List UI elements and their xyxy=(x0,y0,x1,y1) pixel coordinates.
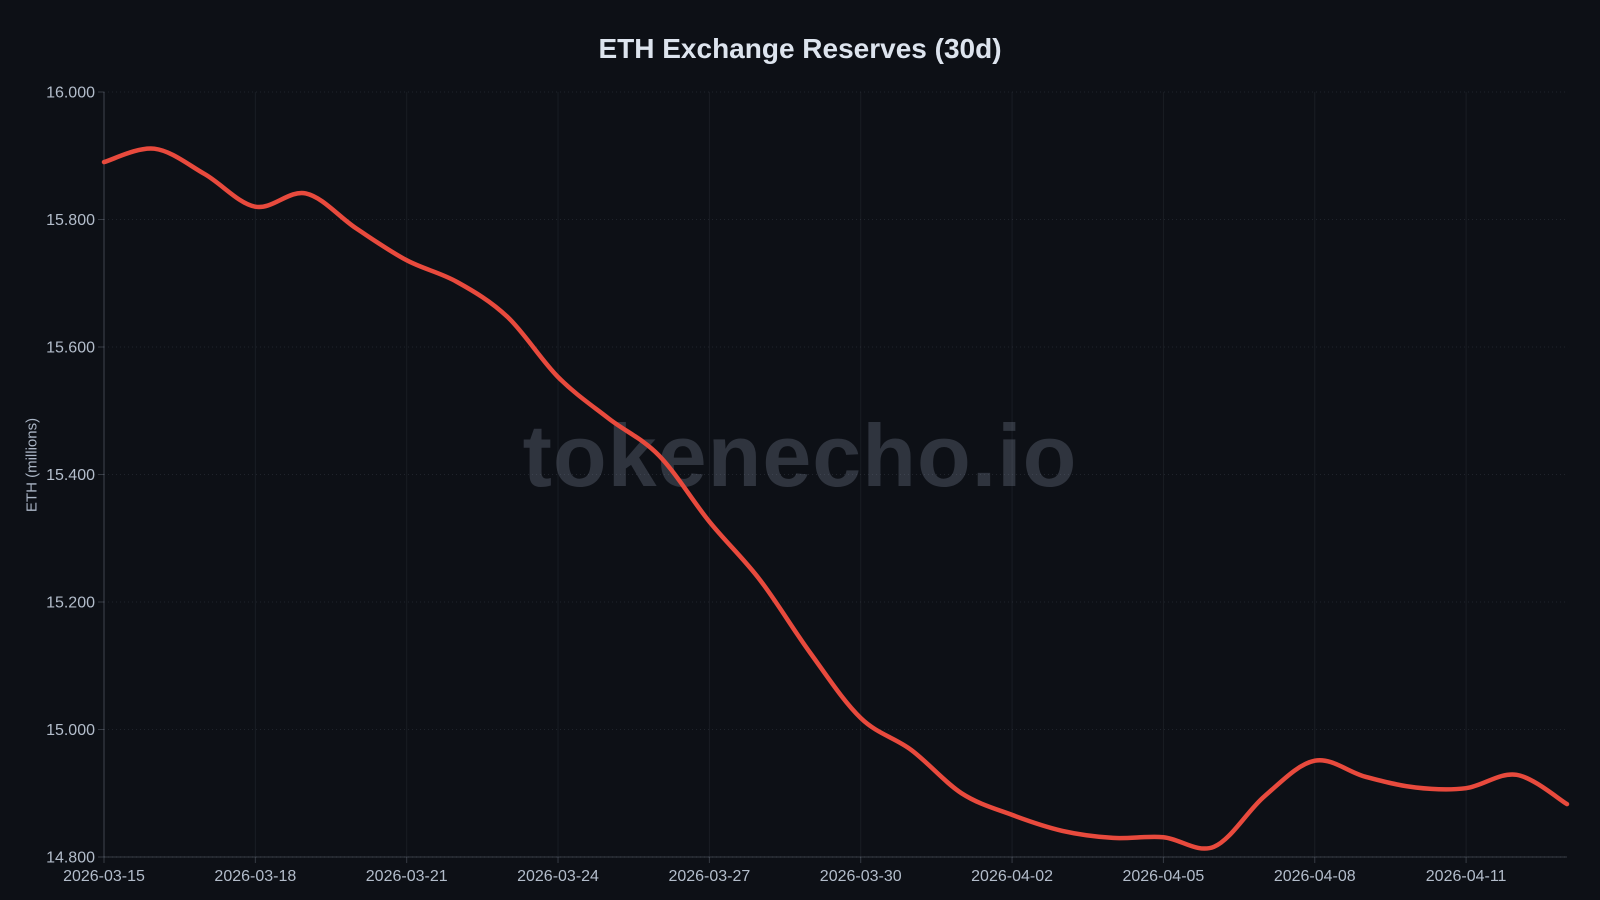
x-tick-label: 2026-03-21 xyxy=(366,868,448,885)
x-tick-label: 2026-04-08 xyxy=(1274,868,1356,885)
y-tick-label: 15.800 xyxy=(46,212,95,229)
axes xyxy=(98,91,1567,863)
x-tick-label: 2026-04-11 xyxy=(1426,868,1507,885)
chart-title: ETH Exchange Reserves (30d) xyxy=(598,33,1002,64)
x-tick-label: 2026-04-05 xyxy=(1122,868,1204,885)
x-tick-label: 2026-03-27 xyxy=(668,868,750,885)
gridlines xyxy=(103,91,1567,858)
y-tick-label: 15.000 xyxy=(46,722,95,739)
x-tick-label: 2026-03-18 xyxy=(214,868,296,885)
x-tick-label: 2026-03-24 xyxy=(517,868,599,885)
y-tick-label: 16.000 xyxy=(46,85,95,102)
tick-labels: 16.000 15.800 15.600 15.400 15.200 15.000 14.8… xyxy=(46,85,1506,886)
y-tick-label: 15.600 xyxy=(46,340,95,357)
y-tick-label: 14.800 xyxy=(46,850,95,867)
x-tick-label: 2026-03-15 xyxy=(63,868,145,885)
series-line xyxy=(101,146,1570,851)
x-tick-label: 2026-03-30 xyxy=(820,868,902,885)
x-tick-label: 2026-04-02 xyxy=(971,868,1053,885)
y-tick-label: 15.400 xyxy=(46,467,95,484)
y-tick-label: 15.200 xyxy=(46,595,95,612)
